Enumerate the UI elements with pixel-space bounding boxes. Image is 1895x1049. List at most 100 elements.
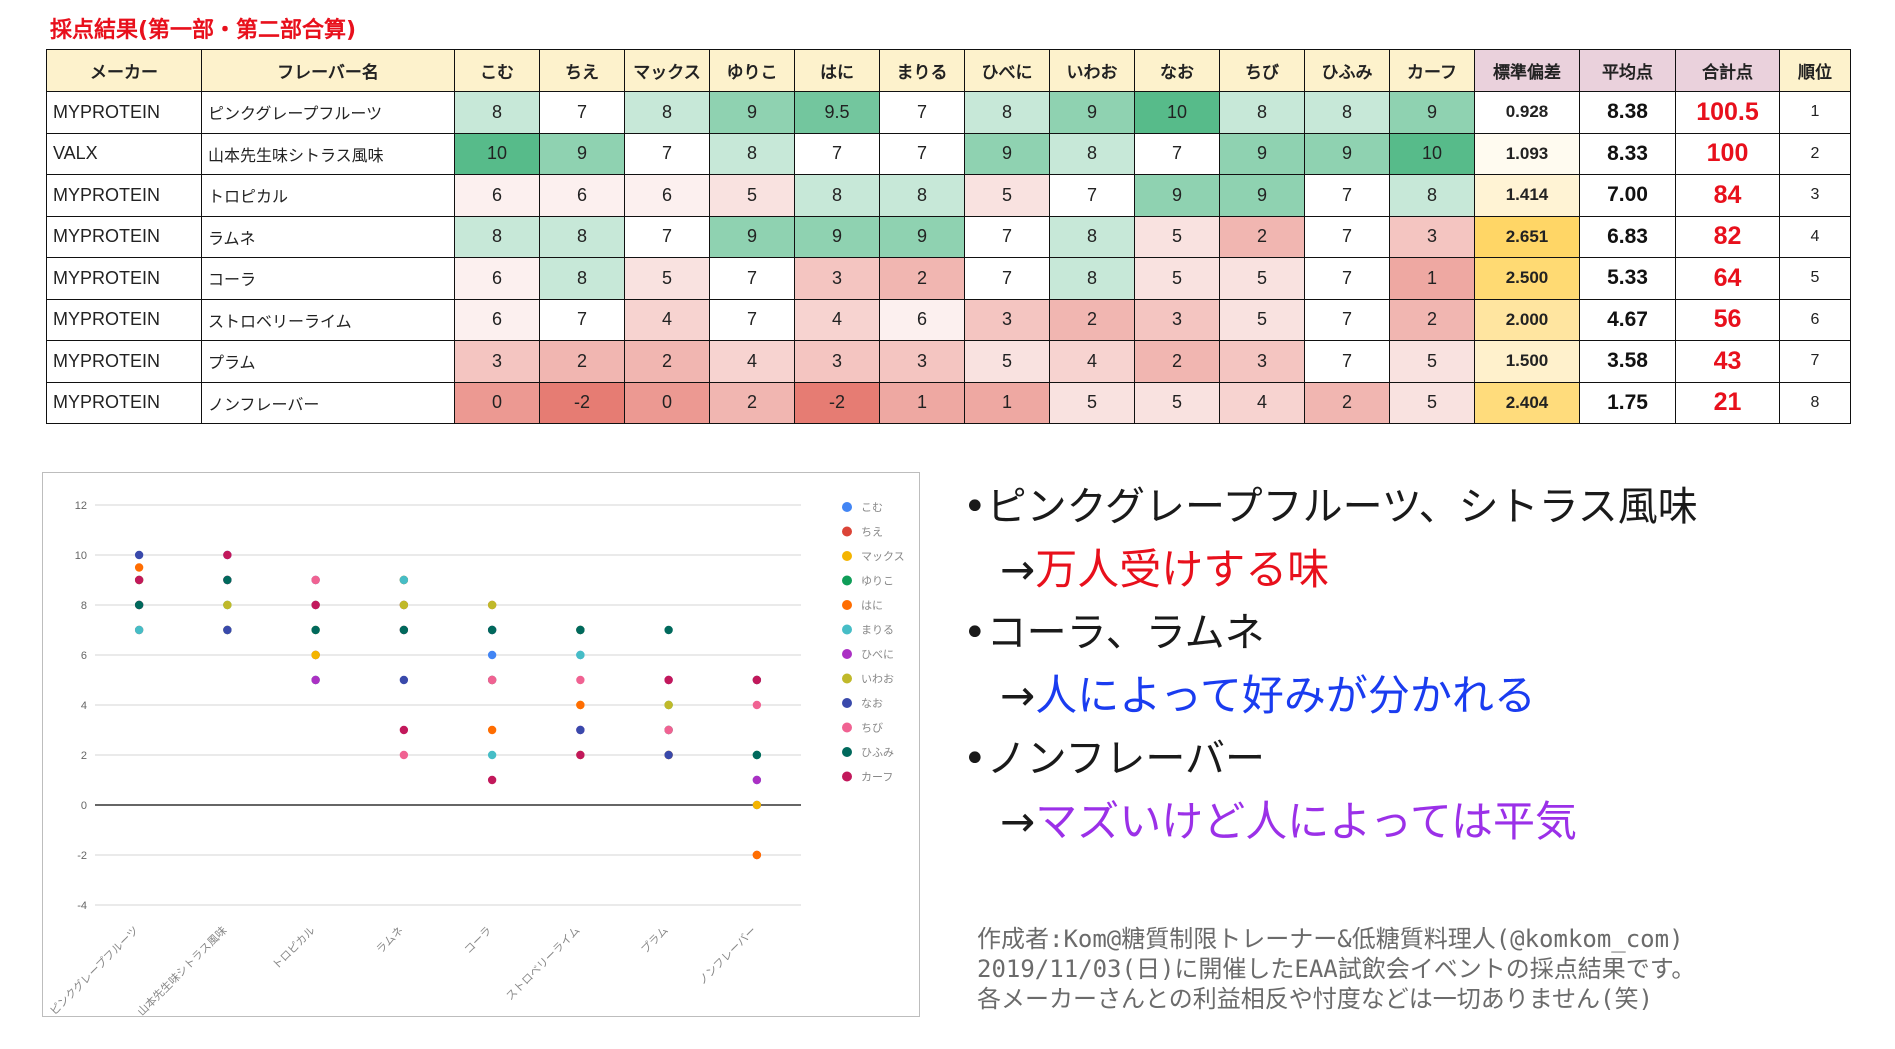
score-cell: 4 <box>624 298 710 341</box>
x-tick-label: トロピカル <box>270 924 318 972</box>
data-point <box>664 725 673 735</box>
score-cell: 6 <box>624 174 710 217</box>
score-cell: 2 <box>1219 215 1305 258</box>
score-cell: 8 <box>709 132 795 175</box>
data-point <box>399 625 409 635</box>
credit-line-3: 各メーカーさんとの利益相反や忖度などは一切ありません(笑) <box>977 985 1653 1013</box>
legend-marker <box>842 771 852 782</box>
stddev-cell: 1.414 <box>1474 174 1580 217</box>
rank-cell: 1 <box>1779 91 1851 134</box>
score-cell: 6 <box>454 174 540 217</box>
score-cell: 5 <box>1134 257 1220 300</box>
column-header: こむ <box>454 49 540 92</box>
score-cell: 2 <box>624 340 710 383</box>
score-cell: 9 <box>879 215 965 258</box>
score-cell: 3 <box>794 340 880 383</box>
data-point <box>576 700 585 710</box>
score-cell: 7 <box>879 132 965 175</box>
score-cell: 10 <box>1134 91 1220 134</box>
average-cell: 5.33 <box>1579 257 1676 300</box>
legend-marker <box>842 600 852 610</box>
table-row: MYPROTEIN ラムネ 8 8 7 9 9 9 7 8 5 2 7 3 2.651 6.83 82 4 <box>46 215 1851 258</box>
maker-cell: VALX <box>46 132 202 175</box>
legend-marker <box>842 698 852 708</box>
score-cell: 1 <box>1389 257 1475 300</box>
score-cell: 8 <box>1219 91 1305 134</box>
score-cell: 8 <box>454 215 540 258</box>
score-cell: 9 <box>964 132 1050 175</box>
rank-cell: 2 <box>1779 132 1851 175</box>
legend-label: ちび <box>861 722 883 735</box>
flavor-cell: 山本先生味シトラス風味 <box>201 132 455 175</box>
score-cell: 7 <box>964 215 1050 258</box>
data-point <box>399 575 409 585</box>
score-cell: 7 <box>794 132 880 175</box>
score-cell: 2 <box>1049 298 1135 341</box>
score-cell: 8 <box>624 91 710 134</box>
total-cell: 64 <box>1675 257 1780 300</box>
total-cell: 84 <box>1675 174 1780 217</box>
note-item-3: •ノンフレーバー <box>963 736 1265 782</box>
data-point <box>487 600 497 610</box>
score-cell: 8 <box>1304 91 1390 134</box>
y-tick-label: 0 <box>81 800 87 812</box>
score-cell: 3 <box>1219 340 1305 383</box>
note-item-2-result: →人によって好みが分かれる <box>1000 662 1536 723</box>
stddev-cell: 2.000 <box>1474 298 1580 341</box>
legend-marker <box>842 624 852 635</box>
data-point <box>311 600 320 610</box>
data-point <box>752 675 762 685</box>
data-point <box>576 650 585 660</box>
data-point <box>223 600 232 610</box>
note-item-1-result: →万人受けする味 <box>1000 536 1329 597</box>
data-point <box>311 675 320 685</box>
score-cell: 2 <box>539 340 625 383</box>
column-header: 標準偏差 <box>1474 49 1580 92</box>
page-title: 採点結果(第一部・第二部合算) <box>50 18 357 43</box>
score-cell: 1 <box>964 381 1050 424</box>
score-cell: 5 <box>1389 381 1475 424</box>
note-item-2: •コーラ、ラムネ <box>963 610 1265 656</box>
legend-marker <box>842 502 852 512</box>
score-cell: 2 <box>879 257 965 300</box>
score-cell: 7 <box>709 298 795 341</box>
legend-label: ゆりこ <box>861 575 894 588</box>
legend-marker <box>842 649 852 659</box>
score-cell: 0 <box>624 381 710 424</box>
rank-cell: 4 <box>1779 215 1851 258</box>
score-cell: 9 <box>709 215 795 258</box>
data-point <box>664 625 673 635</box>
total-cell: 43 <box>1675 340 1780 383</box>
score-cell: 7 <box>624 215 710 258</box>
flavor-cell: コーラ <box>201 257 455 300</box>
score-cell: 3 <box>964 298 1050 341</box>
legend-marker <box>842 575 852 586</box>
note-item-3-result: →マズいけど人によっては平気 <box>1000 788 1577 849</box>
total-cell: 100.5 <box>1675 91 1780 134</box>
score-cell: 5 <box>1134 381 1220 424</box>
data-point <box>223 550 232 560</box>
x-tick-label: ストロベリーライム <box>503 924 582 1003</box>
score-cell: 2 <box>1389 298 1475 341</box>
legend-label: マックス <box>861 550 905 563</box>
data-point <box>487 775 497 785</box>
data-point <box>487 725 497 735</box>
legend-label: まりる <box>861 624 894 637</box>
data-point <box>752 850 762 860</box>
legend-marker <box>842 747 852 757</box>
score-cell: 3 <box>794 257 880 300</box>
y-tick-label: 4 <box>81 700 87 712</box>
y-tick-label: 2 <box>81 750 87 762</box>
column-header: ちえ <box>539 49 625 92</box>
legend-label: カーフ <box>861 771 893 784</box>
data-point <box>134 550 144 560</box>
credit-line-1: 作成者:Kom@糖質制限トレーナー&低糖質料理人(@komkom_com) <box>977 925 1684 953</box>
flavor-cell: トロピカル <box>201 174 455 217</box>
data-point <box>752 750 762 760</box>
data-point <box>311 625 320 635</box>
score-cell: 7 <box>709 257 795 300</box>
column-header: ひふみ <box>1304 49 1390 92</box>
maker-cell: MYPROTEIN <box>46 215 202 258</box>
credit-block: 作成者:Kom@糖質制限トレーナー&低糖質料理人(@komkom_com) 20… <box>977 924 1695 1014</box>
score-cell: 8 <box>1049 257 1135 300</box>
